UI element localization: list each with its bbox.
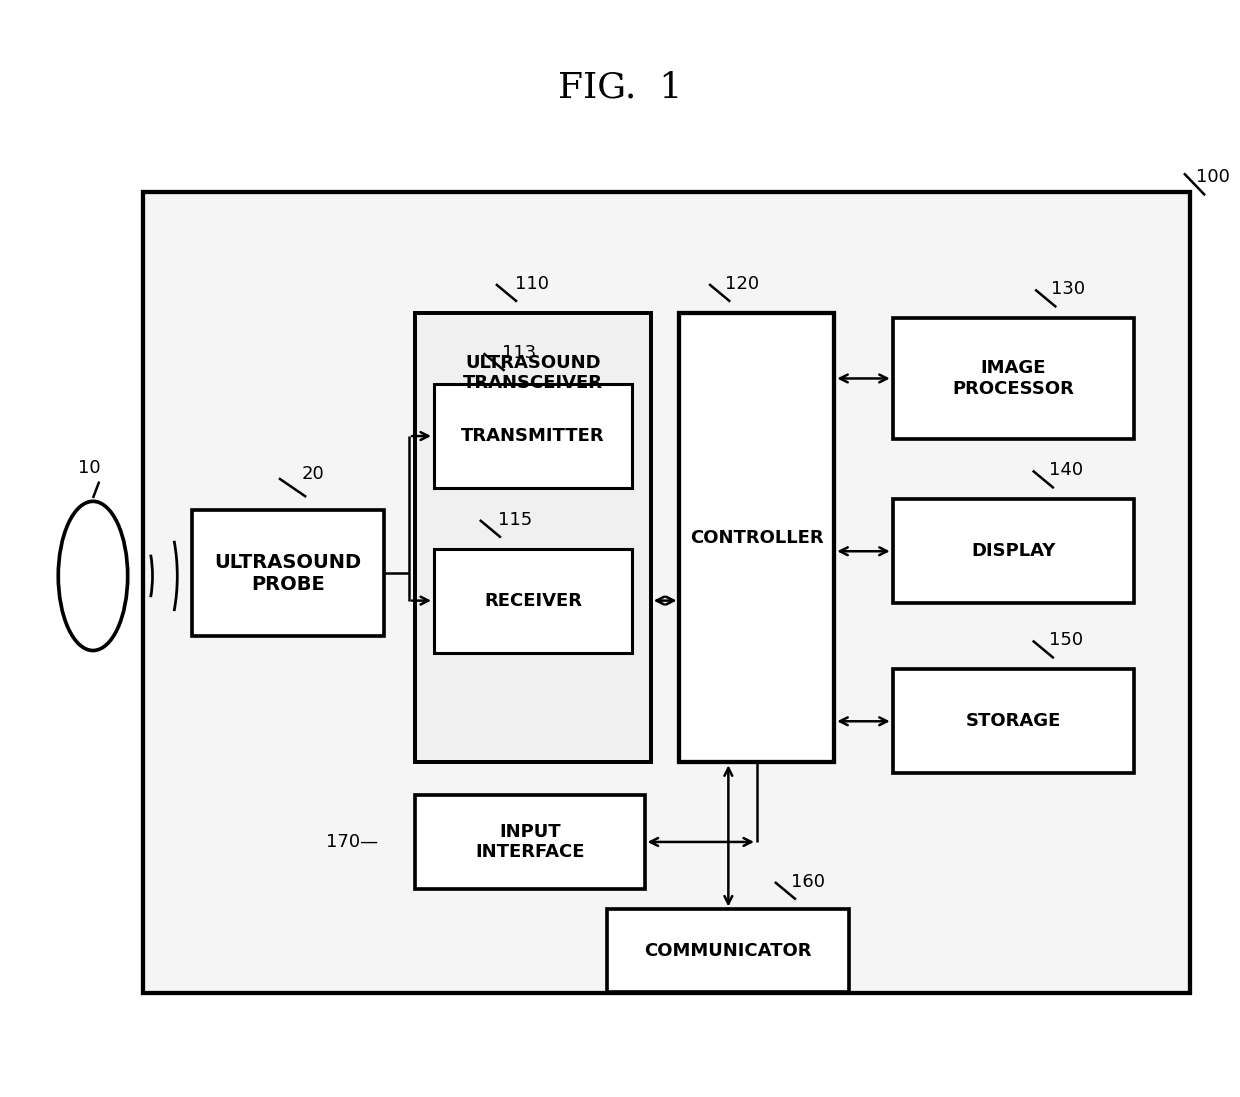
Text: 115: 115 (498, 511, 533, 529)
Text: IMAGE
PROCESSOR: IMAGE PROCESSOR (952, 359, 1074, 398)
Bar (192, 510, 384, 636)
Bar (893, 318, 1135, 439)
Ellipse shape (58, 501, 128, 651)
Text: 120: 120 (725, 275, 759, 293)
Text: 10: 10 (78, 460, 100, 477)
Text: 113: 113 (502, 344, 537, 362)
Bar (434, 384, 632, 488)
Text: 130: 130 (1052, 281, 1085, 298)
Text: 150: 150 (1049, 632, 1083, 649)
Text: CONTROLLER: CONTROLLER (691, 529, 823, 546)
Text: 140: 140 (1049, 462, 1083, 479)
Text: INPUT
INTERFACE: INPUT INTERFACE (475, 823, 585, 861)
Bar (680, 313, 835, 762)
Text: RECEIVER: RECEIVER (484, 591, 582, 610)
Text: COMMUNICATOR: COMMUNICATOR (645, 941, 812, 960)
Bar (143, 192, 1190, 993)
Bar (608, 909, 849, 992)
Text: ULTRASOUND
PROBE: ULTRASOUND PROBE (215, 553, 362, 593)
Bar (434, 548, 632, 653)
Text: DISPLAY: DISPLAY (971, 542, 1055, 561)
Text: ULTRASOUND
TRANSCEIVER: ULTRASOUND TRANSCEIVER (463, 353, 603, 393)
Text: 100: 100 (1197, 169, 1230, 186)
Text: STORAGE: STORAGE (966, 712, 1061, 731)
Text: 110: 110 (515, 275, 548, 293)
Text: TRANSMITTER: TRANSMITTER (461, 427, 605, 445)
Text: 20: 20 (301, 465, 324, 483)
Text: 170—: 170— (326, 834, 378, 851)
Bar (415, 313, 651, 762)
Bar (893, 499, 1135, 603)
Text: 160: 160 (791, 873, 825, 891)
Text: FIG.  1: FIG. 1 (558, 71, 682, 104)
Bar (893, 669, 1135, 773)
Bar (415, 795, 645, 889)
